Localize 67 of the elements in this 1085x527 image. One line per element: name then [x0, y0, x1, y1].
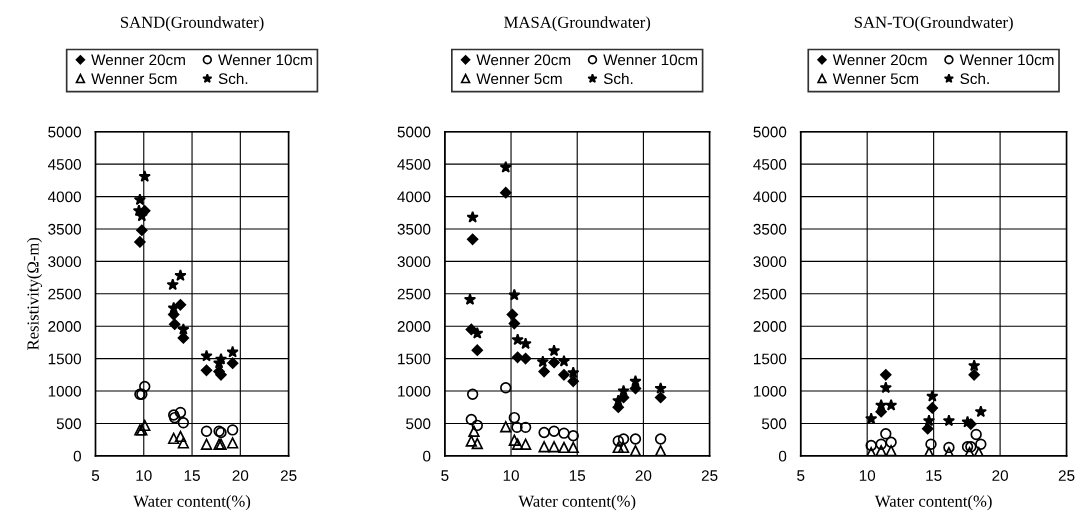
y-tick-label: 3000	[397, 256, 431, 268]
chart-title: SAN-TO(Groundwater)	[854, 16, 1013, 32]
y-tick-label: 0	[73, 450, 81, 462]
x-tick-label: 20	[232, 470, 249, 481]
y-tick-label: 2500	[48, 288, 81, 300]
y-axis-title: Resistivity(Ω-m)	[26, 237, 43, 350]
x-tick-label: 10	[859, 470, 876, 481]
x-axis-title: Water content(%)	[874, 495, 992, 511]
y-tick-label: 4500	[753, 159, 787, 170]
x-tick-label: 15	[926, 470, 942, 481]
x-axis-title: Water content(%)	[518, 495, 636, 511]
legend-label: Wenner 20cm	[91, 54, 185, 66]
chart-title: SAND(Groundwater)	[120, 16, 264, 32]
y-tick-label: 4500	[397, 159, 431, 170]
y-tick-label: 1500	[398, 353, 431, 365]
x-tick-label: 25	[701, 470, 718, 481]
y-tick-label: 3500	[397, 223, 431, 235]
y-tick-label: 3500	[48, 223, 81, 235]
legend-label: Wenner 5cm	[476, 73, 562, 85]
y-tick-label: 500	[406, 418, 431, 430]
x-tick-label: 5	[91, 470, 100, 481]
y-tick-label: 3500	[753, 223, 787, 235]
x-tick-label: 5	[441, 470, 449, 481]
legend-label: Wenner 10cm	[603, 54, 698, 66]
x-tick-label: 25	[1058, 470, 1075, 481]
y-tick-label: 1500	[754, 353, 787, 365]
y-tick-label: 2500	[397, 288, 431, 300]
y-tick-label: 2000	[48, 321, 81, 332]
y-tick-label: 1000	[398, 385, 431, 397]
x-axis-title: Water content(%)	[133, 495, 251, 511]
legend-label: Wenner 10cm	[959, 54, 1054, 66]
legend-label: Wenner 5cm	[832, 73, 919, 85]
x-tick-label: 15	[184, 470, 200, 481]
legend-label: Wenner 5cm	[91, 73, 177, 85]
y-tick-label: 0	[778, 450, 787, 462]
x-tick-label: 20	[635, 470, 652, 481]
x-tick-label: 10	[136, 470, 152, 481]
y-tick-label: 500	[56, 418, 81, 430]
y-tick-label: 500	[761, 418, 787, 430]
y-tick-label: 3000	[753, 256, 787, 268]
y-tick-label: 5000	[397, 126, 431, 138]
x-tick-label: 25	[280, 470, 297, 481]
legend-label: Wenner 20cm	[832, 54, 927, 66]
y-tick-label: 3000	[48, 256, 81, 268]
y-tick-label: 1500	[48, 353, 81, 365]
chart-title: MASA(Groundwater)	[504, 16, 651, 32]
x-tick-label: 10	[503, 470, 519, 481]
y-tick-label: 4500	[47, 159, 81, 170]
y-tick-label: 2000	[753, 321, 787, 332]
x-tick-label: 5	[797, 470, 805, 481]
y-tick-label: 5000	[753, 126, 787, 138]
y-tick-label: 4000	[397, 191, 431, 203]
y-tick-label: 4000	[753, 191, 787, 203]
y-tick-label: 0	[423, 450, 431, 462]
legend-label: Wenner 20cm	[476, 54, 571, 66]
y-tick-label: 1000	[48, 385, 81, 397]
y-tick-label: 4000	[47, 191, 81, 203]
y-tick-label: 2000	[397, 321, 431, 332]
y-tick-label: 2500	[753, 288, 787, 300]
legend-label: Sch.	[603, 72, 633, 85]
y-tick-label: 1000	[754, 385, 787, 397]
y-tick-label: 5000	[48, 126, 81, 138]
legend-label: Sch.	[960, 72, 989, 85]
legend-label: Sch.	[218, 72, 248, 85]
x-tick-label: 15	[569, 470, 586, 481]
x-tick-label: 20	[992, 470, 1008, 481]
legend-label: Wenner 10cm	[218, 54, 312, 66]
